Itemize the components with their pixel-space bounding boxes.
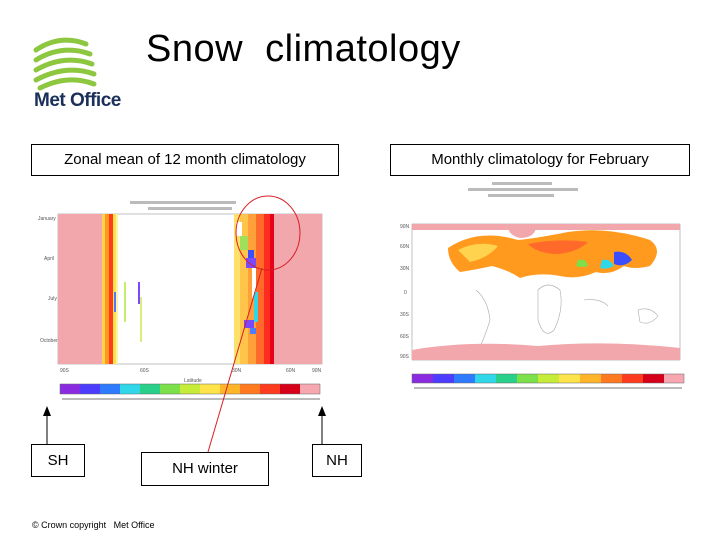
met-office-logo <box>33 37 97 91</box>
february-climatology-label: Monthly climatology for February <box>390 144 690 176</box>
svg-text:60N: 60N <box>400 244 410 250</box>
february-snow-map-image: 90N 60N 30N 0 30S 60S 90S <box>400 182 685 389</box>
colour-scale-bar <box>59 383 321 400</box>
svg-text:January: January <box>38 216 56 222</box>
logo-wordmark: Met Office <box>34 90 121 111</box>
sh-label: SH <box>31 444 85 477</box>
svg-text:90S: 90S <box>60 368 70 374</box>
svg-text:April: April <box>44 256 54 262</box>
map-colour-scale-bar <box>411 373 685 389</box>
svg-text:60S: 60S <box>140 368 150 374</box>
svg-text:0: 0 <box>404 290 407 296</box>
zonal-mean-label: Zonal mean of 12 month climatology <box>31 144 339 176</box>
copyright-footer: © Crown copyright Met Office <box>32 520 155 530</box>
svg-text:90N: 90N <box>312 368 322 374</box>
nh-winter-label: NH winter <box>141 452 269 486</box>
slide-title: Snow climatology <box>146 28 461 70</box>
svg-text:Latitude: Latitude <box>184 378 202 384</box>
nh-label: NH <box>312 444 362 477</box>
svg-text:90N: 90N <box>400 224 410 230</box>
svg-text:October: October <box>40 338 58 344</box>
chart-header-text <box>130 201 236 210</box>
svg-text:30N: 30N <box>232 368 242 374</box>
svg-text:July: July <box>48 296 57 302</box>
svg-text:90S: 90S <box>400 354 410 360</box>
svg-text:30N: 30N <box>400 266 410 272</box>
svg-text:30S: 30S <box>400 312 410 318</box>
zonal-mean-chart-image: January April July October 90S 60S Latit… <box>38 201 323 400</box>
svg-text:60N: 60N <box>286 368 296 374</box>
svg-text:60S: 60S <box>400 334 410 340</box>
